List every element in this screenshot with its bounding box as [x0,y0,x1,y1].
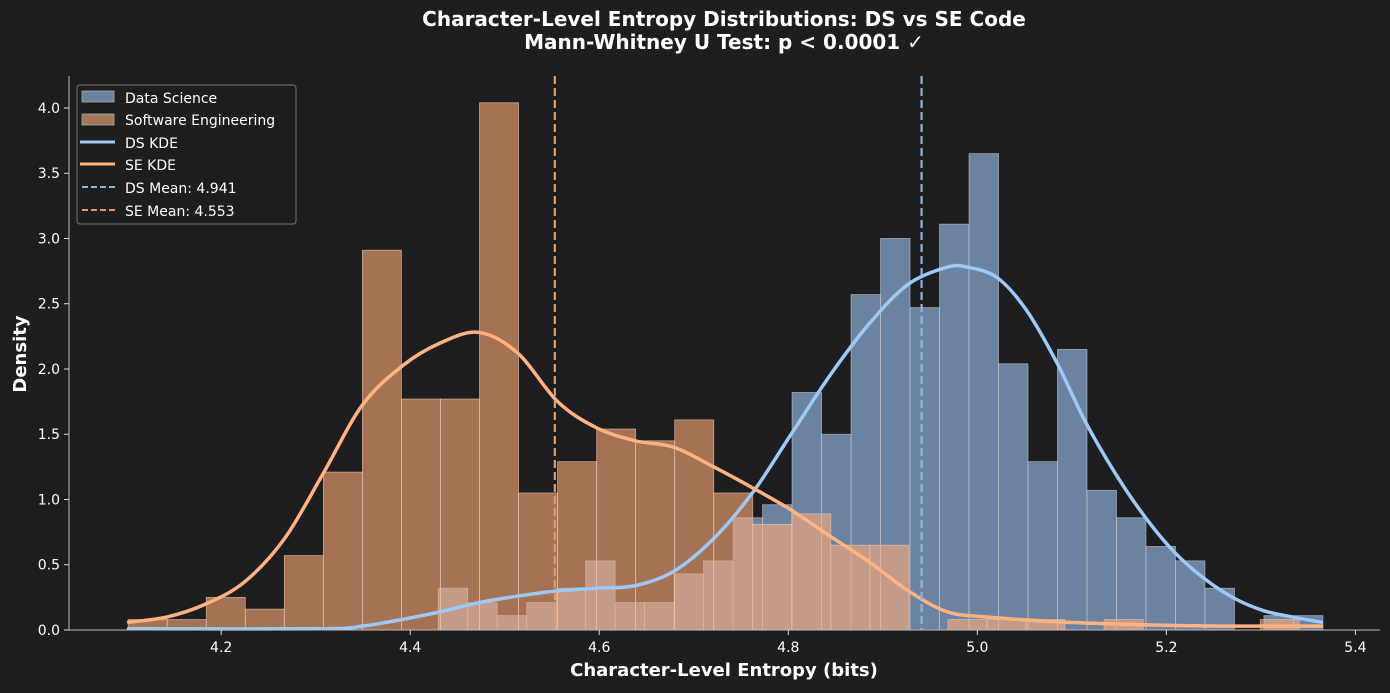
x-tick-label: 4.2 [210,640,232,656]
x-tick-label: 4.8 [777,640,799,656]
chart-title: Character-Level Entropy Distributions: D… [422,7,1026,31]
ds-bar [968,153,999,631]
legend-label-se-kde: SE KDE [125,158,176,174]
legend-swatch-ds [81,90,115,103]
y-tick-label: 1.0 [38,492,60,508]
y-tick-label: 0.5 [38,558,60,574]
x-tick-label: 5.2 [1155,640,1177,656]
y-tick-label: 2.5 [38,297,60,313]
se-bar [752,523,793,631]
y-tick-label: 4.0 [38,101,60,117]
legend-label-se-mean: SE Mean: 4.553 [125,204,235,220]
ds-bar [939,223,970,631]
x-ticks: 4.2 4.4 4.6 4.8 5.0 5.2 5.4 [210,630,1367,656]
se-bar [322,471,363,631]
y-tick-label: 3.5 [38,166,60,182]
se-bar [635,440,676,631]
se-histogram [127,102,1300,631]
ds-bar [909,307,940,631]
se-bar [244,608,285,631]
se-bar [596,428,637,631]
x-tick-label: 4.4 [399,640,421,656]
se-bar [479,102,519,631]
x-axis-label: Character-Level Entropy (bits) [570,660,878,681]
x-tick-label: 5.4 [1344,640,1366,656]
se-bar [283,555,324,631]
y-tick-label: 3.0 [38,231,60,247]
y-axis-label: Density [10,315,31,392]
se-bar [361,249,402,631]
se-bar [713,492,754,631]
y-tick-label: 0.0 [38,623,60,639]
se-kde-line [126,330,1324,628]
se-bar [401,398,441,631]
legend-label-ds-kde: DS KDE [125,136,178,152]
legend: Data Science Software Engineering DS KDE… [76,84,297,225]
y-tick-label: 1.5 [38,427,60,443]
chart-subtitle: Mann-Whitney U Test: p < 0.0001 ✓ [524,30,924,54]
x-tick-label: 4.6 [588,640,610,656]
y-ticks: 0.0 0.5 1.0 1.5 2.0 2.5 3.0 3.5 4.0 [38,101,69,639]
ds-bar [1145,546,1176,631]
legend-swatch-se [81,113,115,126]
ds-kde-line [126,263,1324,631]
kde-curves [126,263,1324,631]
x-tick-label: 5.0 [966,640,988,656]
ds-bar [1175,560,1206,631]
legend-label-ds: Data Science [125,91,217,107]
mean-lines [553,76,923,630]
ds-bar [1116,517,1147,631]
ds-bar [1027,461,1058,631]
se-bar [440,398,480,631]
se-bar [518,492,558,631]
se-bar [557,461,598,631]
y-tick-label: 2.0 [38,362,60,378]
se-bar [947,619,988,631]
ds-bar [998,363,1029,631]
legend-label-se: Software Engineering [125,113,275,129]
ds-bar [1086,489,1117,631]
legend-label-ds-mean: DS Mean: 4.941 [125,181,237,197]
